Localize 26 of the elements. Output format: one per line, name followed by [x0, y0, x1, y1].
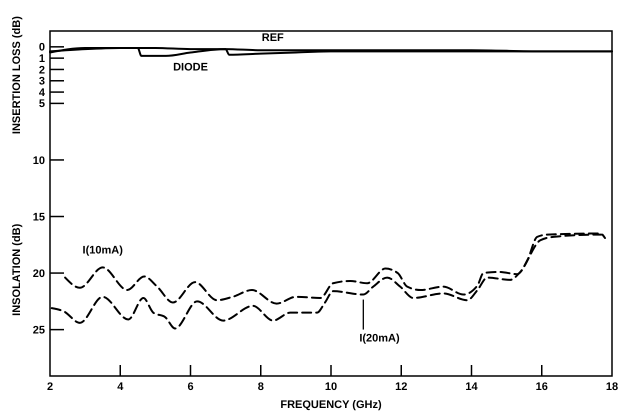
y-axis-title: INSERTION LOSS (dB) [11, 16, 23, 134]
x-tick-label: 18 [606, 381, 618, 393]
x-tick-label: 6 [187, 381, 194, 393]
y-tick-label: 4 [38, 86, 46, 99]
y-tick-label: 5 [38, 98, 45, 110]
series-label: REF [262, 32, 284, 44]
x-tick-label: 12 [395, 381, 408, 393]
y-tick-label: 20 [32, 268, 45, 280]
x-tick-label: 4 [117, 381, 124, 393]
y-tick-label: 3 [38, 76, 45, 88]
series-label: DIODE [173, 61, 208, 74]
x-axis-title: FREQUENCY (GHz) [280, 399, 382, 411]
series-label: I(10mA) [82, 244, 124, 256]
x-tick-label: 16 [536, 381, 548, 393]
x-tick-label: 8 [258, 381, 264, 393]
y-tick-label: 25 [32, 324, 45, 336]
x-tick-label: 2 [46, 381, 54, 393]
y-tick-label: 1 [38, 53, 45, 65]
text: INSOLATION (dB) [11, 223, 23, 316]
x-tick-label: 14 [465, 381, 478, 393]
y-tick-label: 2 [38, 64, 45, 76]
text: I(20mA) [359, 332, 400, 345]
x-tick-label: 10 [324, 381, 338, 393]
y-tick-label: 0 [38, 42, 45, 54]
y-tick-label: 10 [32, 154, 45, 167]
y-tick-label: 15 [32, 211, 45, 224]
